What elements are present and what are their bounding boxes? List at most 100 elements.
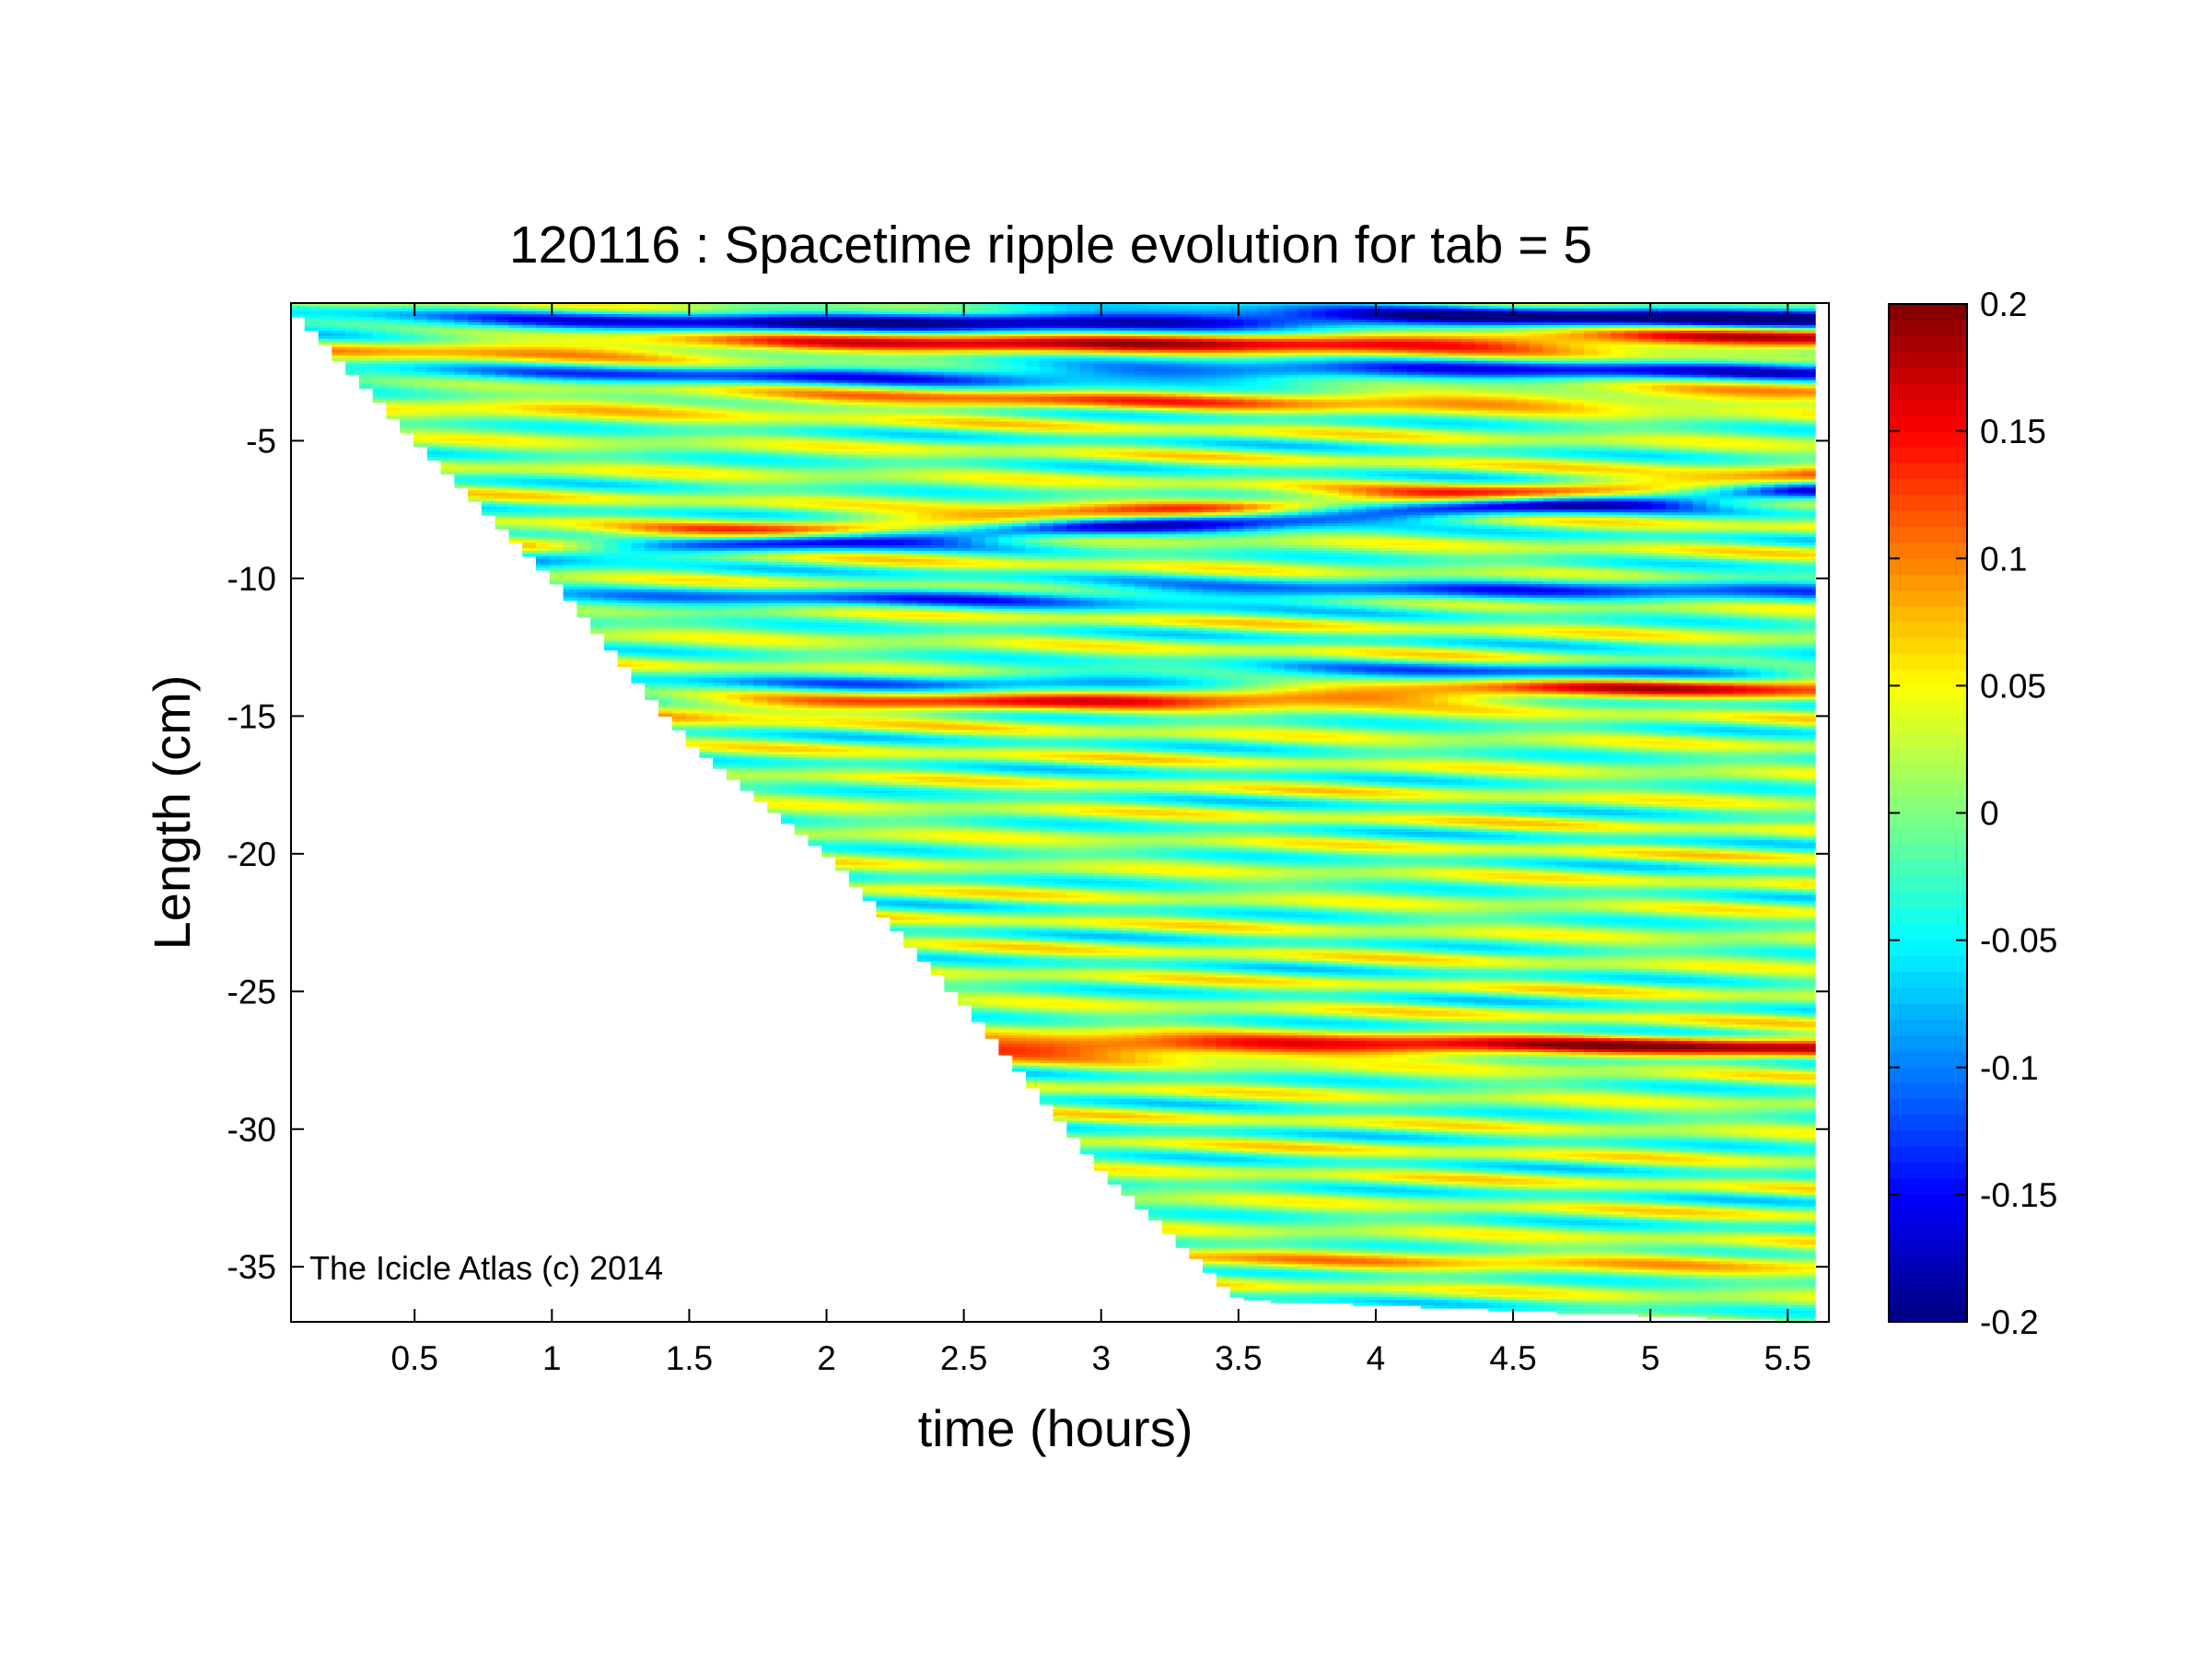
heatmap-cell [617, 605, 633, 610]
heatmap-cell [495, 316, 510, 321]
heatmap-cell [386, 413, 401, 417]
heatmap-cell [603, 316, 619, 321]
heatmap-cell [563, 460, 577, 463]
heatmap-cell [645, 523, 659, 527]
heatmap-cell [563, 490, 577, 494]
heatmap-cell [658, 633, 673, 637]
heatmap-cell [603, 391, 619, 395]
heatmap-cell [631, 349, 646, 354]
heatmap-cell [536, 346, 551, 351]
heatmap-cell [671, 548, 687, 552]
heatmap-cell [645, 578, 659, 582]
heatmap-cell [645, 396, 659, 401]
heatmap-cell [576, 534, 591, 538]
heatmap-cell [576, 496, 591, 499]
heatmap-cell [345, 338, 360, 343]
heatmap-cell [386, 313, 401, 318]
heatmap-cell [576, 507, 591, 510]
heatmap-cell [468, 355, 483, 359]
heatmap-cell [481, 473, 496, 477]
heatmap-cell [617, 473, 633, 477]
heatmap-cell [671, 523, 687, 527]
heatmap-cell [522, 333, 537, 337]
heatmap-cell [495, 303, 510, 307]
heatmap-cell [536, 305, 551, 310]
heatmap-cell [671, 360, 687, 365]
heatmap-cell [413, 388, 428, 392]
heatmap-cell [645, 424, 659, 428]
heatmap-cell [481, 349, 496, 354]
heatmap-cell [536, 363, 551, 368]
heatmap-cell [590, 520, 605, 524]
heatmap-cell [413, 310, 428, 315]
heatmap-cell [481, 454, 496, 458]
heatmap-cell [549, 529, 565, 532]
heatmap-cell [645, 696, 659, 701]
heatmap-cell [671, 335, 687, 340]
heatmap-cell [522, 388, 537, 392]
heatmap-cell [671, 374, 687, 379]
heatmap-cell [508, 440, 523, 445]
heatmap-cell [413, 355, 428, 359]
heatmap-cell [590, 341, 605, 345]
heatmap-cell [468, 368, 483, 373]
heatmap-cell [658, 540, 673, 543]
heatmap-cell [576, 509, 591, 513]
heatmap-cell [671, 352, 687, 356]
heatmap-cell [631, 338, 646, 343]
heatmap-cell [603, 303, 619, 307]
heatmap-cell [563, 485, 577, 488]
heatmap-cell [454, 385, 469, 390]
heatmap-cell [508, 507, 523, 510]
heatmap-cell [658, 619, 673, 624]
heatmap-cell [495, 407, 510, 412]
heatmap-cell [590, 321, 605, 326]
heatmap-cell [495, 507, 510, 510]
heatmap-cell [522, 526, 537, 530]
heatmap-cell [481, 468, 496, 472]
heatmap-cell [617, 504, 633, 508]
heatmap-cell [563, 487, 577, 491]
heatmap-cell [631, 446, 646, 450]
heatmap-cell [536, 462, 551, 466]
heatmap-cell [549, 567, 565, 571]
heatmap-cell [576, 451, 591, 456]
heatmap-cell [481, 402, 496, 406]
heatmap-cell [386, 324, 401, 329]
heatmap-cell [658, 341, 673, 345]
heatmap-cell [658, 586, 673, 590]
heatmap-cell [576, 583, 591, 588]
heatmap-cell [576, 556, 591, 560]
heatmap-cell [426, 360, 442, 365]
heatmap-cell [645, 591, 659, 596]
heatmap-cell [563, 374, 577, 379]
heatmap-cell [522, 341, 537, 345]
heatmap-cell [372, 338, 388, 343]
heatmap-cell [413, 363, 428, 368]
heatmap-cell [508, 432, 523, 437]
heatmap-cell [617, 327, 633, 332]
heatmap-cell [508, 352, 523, 356]
heatmap-cell [576, 567, 591, 571]
heatmap-cell [522, 360, 537, 365]
heatmap-cell [495, 341, 510, 345]
heatmap-cell [658, 564, 673, 568]
heatmap-cell [468, 360, 483, 365]
heatmap-cell [345, 360, 360, 365]
heatmap-cell [468, 451, 483, 456]
heatmap-cell [617, 625, 633, 629]
heatmap-cell [400, 424, 414, 428]
heatmap-cell [590, 490, 605, 494]
heatmap-cell [645, 636, 659, 640]
heatmap-cell [671, 357, 687, 362]
heatmap-cell [726, 777, 741, 780]
heatmap-cell [617, 529, 633, 532]
heatmap-cell [576, 377, 591, 381]
heatmap-cell [495, 446, 510, 450]
heatmap-cell [576, 316, 591, 321]
heatmap-cell [508, 344, 523, 348]
heatmap-cell [413, 440, 428, 445]
heatmap-cell [508, 355, 523, 359]
heatmap-cell [426, 426, 442, 431]
heatmap-cell [576, 382, 591, 387]
